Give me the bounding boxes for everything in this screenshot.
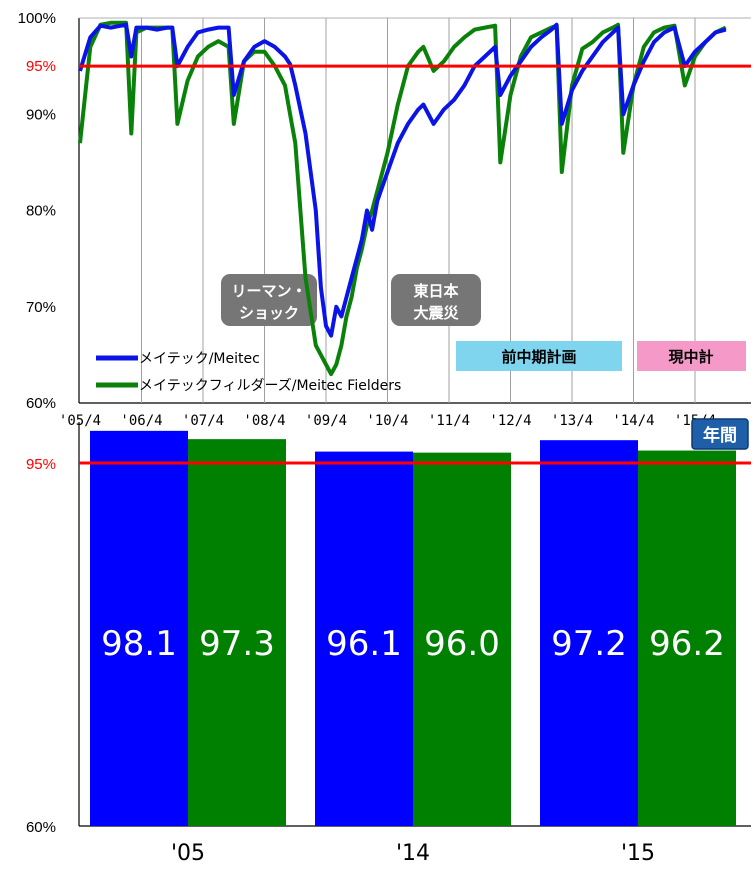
y-tick-label: 60% [26, 395, 56, 412]
line-chart: 100% 95% 90% 80% 70% 60% '05/4 '06/4 '07/4 '08/4… [18, 10, 751, 429]
bar [315, 451, 413, 826]
period-tag-previous-plan-bg [456, 341, 622, 371]
x-tick-label: '12/4 [489, 413, 531, 429]
bar [413, 452, 511, 826]
series-line-meitec [78, 22, 727, 338]
x-tick-label: '11/4 [428, 413, 470, 429]
category-label: '15 [621, 841, 655, 866]
series-line-meitec-fielders [78, 20, 727, 377]
legend-label-meitec-fielders: メイテックフィルダーズ/Meitec Fielders [139, 378, 401, 394]
y-tick-label: 95% [26, 58, 56, 75]
legend: メイテック/Meitec メイテックフィルダーズ/Meitec Fielders [96, 351, 401, 394]
annotation-earthquake-line1: 東日本 [413, 282, 458, 300]
annotation-lehman-line2: ショック [239, 304, 299, 322]
annotation-lehman-line1: リーマン・ [231, 282, 306, 300]
x-tick-label: '10/4 [366, 413, 408, 429]
annotation-lehman-shock: リーマン・ ショック [221, 274, 317, 326]
bar-y-min-label: 60% [26, 819, 56, 836]
period-tag-previous-plan: 前中期計画 [456, 341, 622, 371]
x-tick-label: '06/4 [120, 413, 162, 429]
annotation-earthquake-line2: 大震災 [413, 304, 459, 322]
x-tick-label: '07/4 [182, 413, 224, 429]
y-tick-label: 100% [18, 10, 56, 27]
x-tick-label: '09/4 [305, 413, 347, 429]
x-tick-label: '13/4 [551, 413, 593, 429]
y-tick-label: 90% [26, 106, 56, 123]
bar-value-label: 96.2 [649, 624, 725, 664]
period-tag-current-plan-bg [637, 341, 746, 371]
annotation-great-east-japan-earthquake: 東日本 大震災 [391, 274, 481, 326]
category-label: '05 [171, 841, 205, 866]
bar [540, 440, 638, 826]
annual-badge-label: 年間 [703, 425, 737, 446]
y-tick-label: 70% [26, 299, 56, 316]
bar [188, 439, 286, 826]
x-tick-label: '08/4 [243, 413, 285, 429]
bar [638, 450, 736, 826]
annual-badge: 年間 [691, 418, 749, 450]
bar-value-label: 98.1 [101, 624, 177, 664]
legend-label-meitec: メイテック/Meitec [139, 351, 260, 367]
bar-value-label: 97.2 [551, 624, 627, 664]
y-tick-labels: 100% 95% 90% 80% 70% 60% [18, 10, 56, 412]
bar-reference-label: 95% [26, 456, 56, 473]
bar-marks [90, 430, 736, 826]
x-tick-label: '14/4 [612, 413, 654, 429]
y-tick-label: 80% [26, 203, 56, 220]
bar [90, 430, 188, 826]
period-tag-current-plan-label: 現中計 [668, 348, 713, 366]
bar-chart: 98.1 97.3 96.1 96.0 97.2 96.2 '05 '14 '15 95% 6… [26, 418, 751, 866]
bar-value-label: 96.1 [326, 624, 402, 664]
period-tag-current-plan: 現中計 [637, 341, 746, 371]
x-tick-labels: '05/4 '06/4 '07/4 '08/4 '09/4 '10/4 '11/4 '12/4… [59, 413, 716, 429]
bar-category-labels: '05 '14 '15 [171, 841, 655, 866]
period-tag-previous-plan-label: 前中期計画 [501, 348, 576, 366]
x-tick-label: '05/4 [59, 413, 101, 429]
bar-value-label: 96.0 [424, 624, 500, 664]
category-label: '14 [396, 841, 430, 866]
bar-value-label: 97.3 [199, 624, 275, 664]
bar-value-labels: 98.1 97.3 96.1 96.0 97.2 96.2 [101, 624, 725, 664]
